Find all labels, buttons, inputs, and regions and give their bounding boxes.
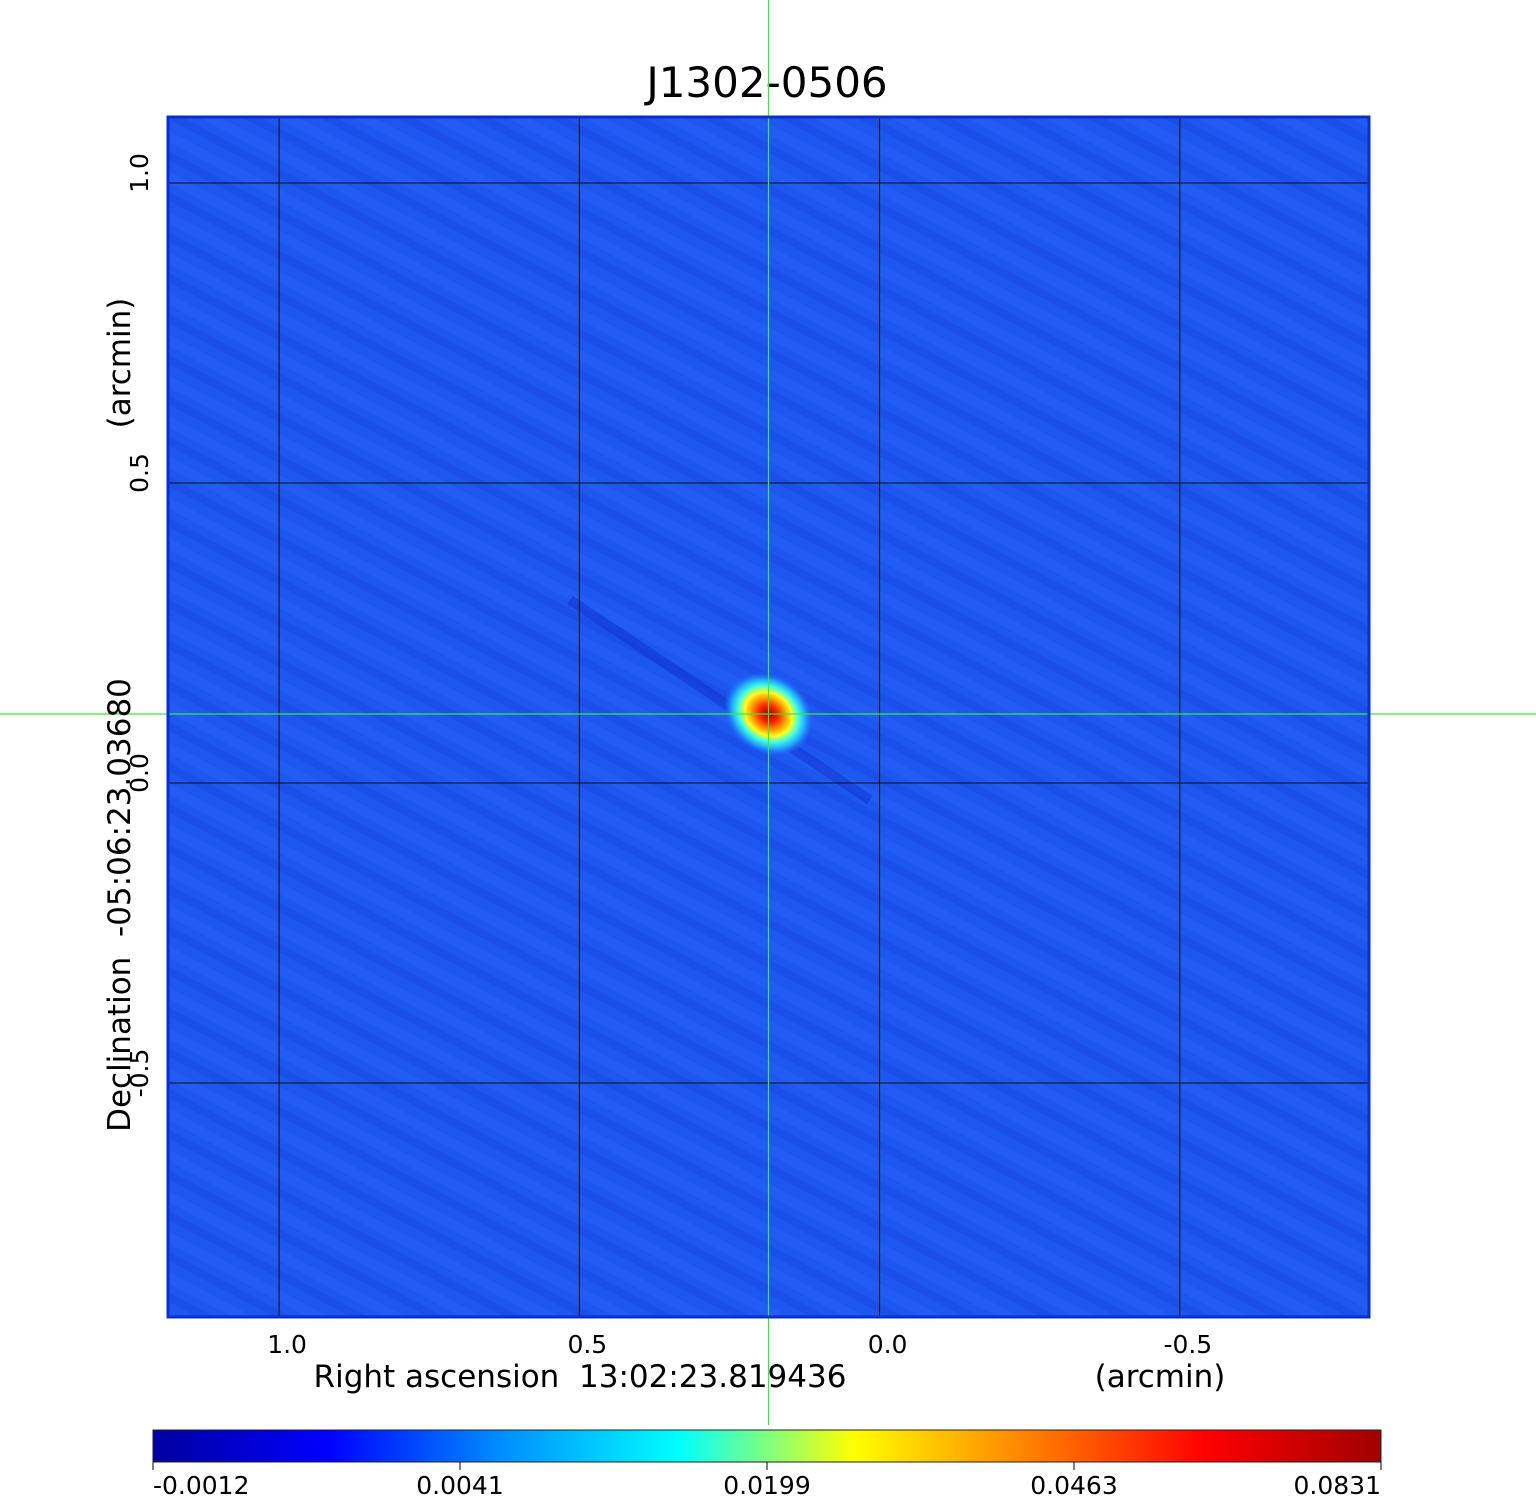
y-axis-label: Declination -05:06:23.03680 xyxy=(102,678,138,1132)
x-axis-label: Right ascension 13:02:23.819436 xyxy=(314,1359,847,1395)
colorbar-labels: -0.0012 0.0041 0.0199 0.0463 0.0831 xyxy=(152,1462,1382,1500)
y-tick-label: -0.5 xyxy=(125,1049,154,1098)
colorbar xyxy=(152,1429,1382,1463)
x-tick-label: 0.0 xyxy=(868,1330,908,1359)
y-axis-units: (arcmin) xyxy=(102,298,138,429)
sidelobe-streak xyxy=(567,595,873,805)
colorbar-label: 0.0831 xyxy=(1294,1471,1381,1500)
x-tick-label: 0.5 xyxy=(567,1330,607,1359)
chart-title: J1302-0506 xyxy=(643,58,887,107)
y-tick-label: 0.0 xyxy=(125,753,154,793)
x-tick-labels: 1.0 0.5 0.0 -0.5 xyxy=(267,1330,1212,1359)
colorbar-label: 0.0041 xyxy=(416,1471,503,1500)
colorbar-label: 0.0199 xyxy=(723,1471,810,1500)
image-frame xyxy=(166,115,1371,1319)
y-tick-label: 1.0 xyxy=(125,153,154,193)
x-tick-label: -0.5 xyxy=(1163,1330,1212,1359)
colorbar-label: 0.0463 xyxy=(1030,1471,1117,1500)
colorbar-label: -0.0012 xyxy=(153,1471,250,1500)
crosshair xyxy=(0,0,1536,1425)
y-tick-label: 0.5 xyxy=(125,453,154,493)
x-axis-units: (arcmin) xyxy=(1095,1359,1226,1395)
y-tick-labels: 1.0 0.5 0.0 -0.5 xyxy=(125,153,154,1097)
x-tick-label: 1.0 xyxy=(267,1330,307,1359)
